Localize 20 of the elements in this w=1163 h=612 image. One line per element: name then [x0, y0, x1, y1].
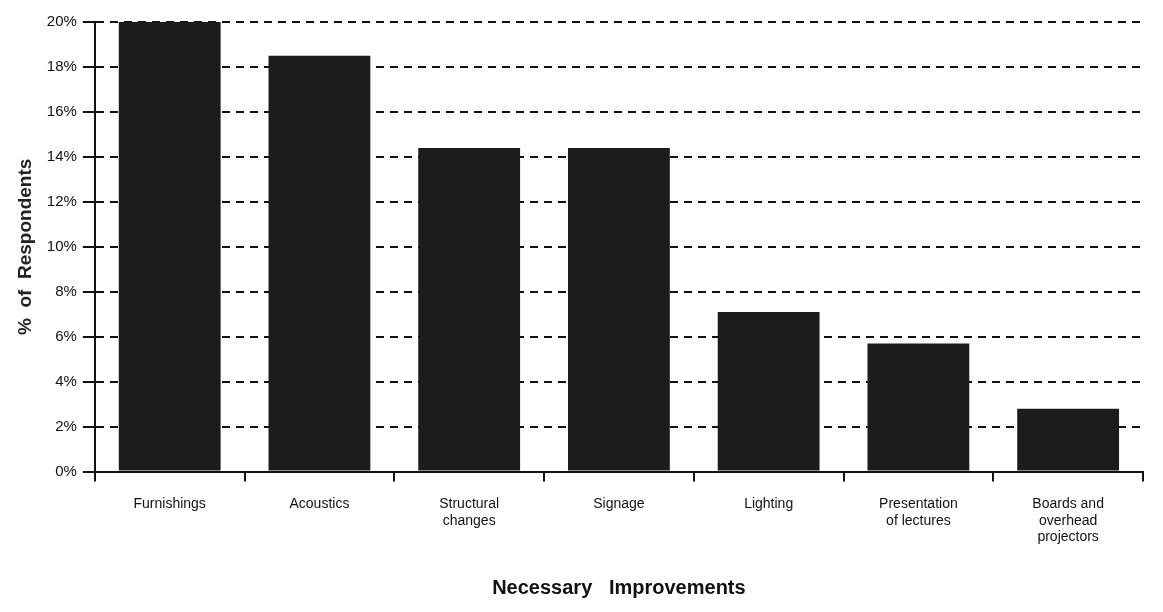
y-axis-title: % of Respondents [13, 158, 35, 335]
y-tick-label: 16% [46, 102, 77, 120]
x-tick-label: Signage [593, 494, 645, 511]
y-tick-label: 6% [55, 326, 77, 344]
y-tick-label: 2% [55, 416, 77, 434]
y-tick-label: 4% [55, 371, 77, 389]
y-tick-label: 20% [46, 12, 77, 30]
y-tick-label: 12% [46, 191, 77, 209]
y-tick-label: 14% [46, 147, 77, 165]
y-tick-label: 10% [46, 236, 77, 254]
x-tick-label: Boards and overhead projectors [1032, 494, 1104, 545]
y-tick-label: 18% [46, 57, 77, 75]
x-tick-label: Lighting [744, 494, 794, 511]
y-tick-label: 8% [55, 281, 77, 299]
y-tick-label: 0% [55, 461, 77, 479]
x-tick-label: Acoustics [289, 494, 350, 511]
x-tick-label: Structural changes [439, 494, 500, 528]
x-tick-label: Presentation of lectures [879, 494, 958, 528]
x-axis-title: Necessary Improvements [492, 575, 746, 598]
x-tick-label: Furnishings [133, 494, 206, 511]
